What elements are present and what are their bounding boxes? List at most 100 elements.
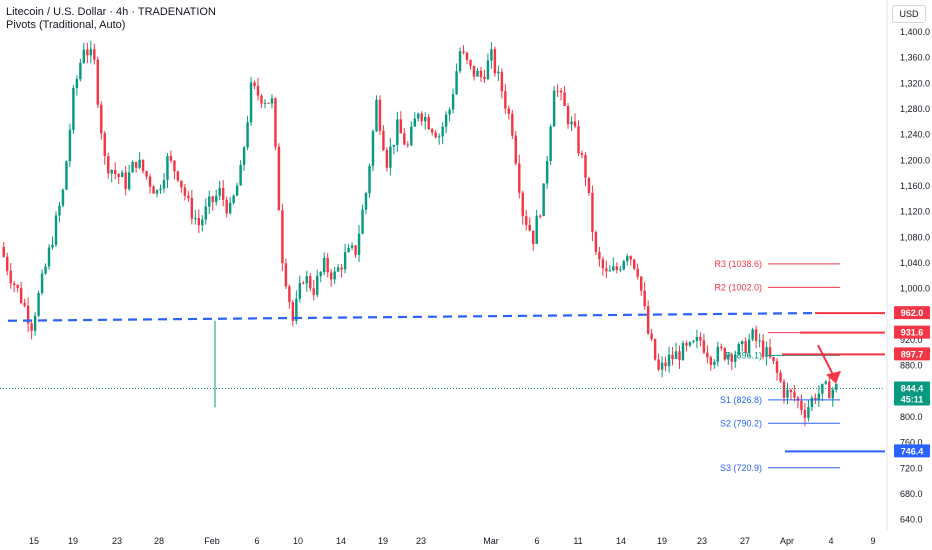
candle-body (162, 179, 166, 189)
y-tick-label: 1,360.0 (900, 53, 930, 63)
candle-body (441, 126, 444, 137)
candle-body (82, 49, 86, 63)
x-tick-label: 14 (336, 536, 346, 546)
candle-body (796, 397, 800, 401)
x-tick-label: 11 (573, 536, 582, 546)
candle-body (159, 188, 162, 191)
candle-body (322, 257, 326, 273)
indicator-legend[interactable]: Pivots (Traditional, Auto) (6, 19, 126, 31)
candle-body (113, 169, 117, 174)
candle-body (636, 268, 639, 277)
candle-body (462, 51, 465, 53)
candle-body (754, 329, 758, 341)
candle-body (302, 282, 305, 284)
candle-body (420, 113, 423, 122)
candle-body (667, 354, 671, 367)
candle-body (800, 400, 803, 411)
candle-body (720, 346, 723, 349)
candle-body (424, 116, 427, 122)
currency-selector[interactable]: USD (892, 5, 926, 23)
x-tick-label: 19 (68, 536, 78, 546)
x-tick-label: 4 (828, 536, 833, 546)
candle-body (594, 232, 598, 252)
candle-body (72, 87, 75, 130)
candle-body (758, 340, 761, 342)
x-tick-label: 10 (293, 536, 303, 546)
candle-body (235, 185, 239, 196)
candle-body (531, 230, 535, 244)
candle-body (54, 215, 58, 245)
candle-body (316, 275, 319, 295)
candle-body (197, 218, 201, 226)
candle-body (650, 333, 653, 340)
candle-body (183, 187, 187, 196)
candle-body (479, 70, 483, 77)
candle-body (190, 197, 194, 219)
candle-body (26, 305, 30, 324)
y-tick-label: 1,040.0 (900, 258, 930, 268)
candle-body (187, 195, 190, 198)
candle-body (768, 347, 772, 358)
candle-body (58, 205, 61, 216)
candle-body (702, 340, 706, 353)
candle-body (490, 49, 493, 61)
candle-body (68, 129, 72, 162)
price-tag-label: 962.0 (901, 308, 924, 318)
candle-body (291, 302, 295, 321)
candle-body (211, 196, 214, 203)
candle-body (695, 337, 699, 342)
candle-body (430, 129, 434, 133)
candle-body (455, 71, 458, 95)
candle-body (514, 135, 518, 164)
candle-body (93, 49, 96, 60)
candle-body (444, 114, 448, 127)
x-tick-label: 23 (697, 536, 707, 546)
candle-body (465, 52, 469, 60)
candle-body (807, 406, 810, 418)
candle-body (410, 126, 413, 146)
candle-body (619, 269, 622, 271)
candle-body (396, 119, 399, 145)
candle-body (399, 119, 403, 134)
candle-body (249, 82, 253, 123)
candle-body (37, 293, 40, 316)
price-tag-bg (894, 306, 930, 320)
candle-body (117, 173, 120, 177)
candle-body (538, 215, 542, 217)
candle-body (134, 161, 138, 168)
candle-body (403, 133, 406, 145)
candle-body (326, 257, 329, 273)
candle-body (646, 306, 650, 334)
candle-body (312, 288, 315, 295)
candle-body (699, 337, 702, 341)
candle-body (138, 159, 141, 168)
candle-body (406, 144, 410, 146)
candle-body (584, 155, 587, 178)
price-tag-countdown: 45:11 (901, 395, 924, 405)
candle-body (23, 303, 26, 306)
x-tick-label: 6 (534, 536, 539, 546)
y-tick-label: 1,080.0 (900, 232, 930, 242)
candle-body (30, 323, 33, 331)
y-tick-label: 680.0 (900, 489, 923, 499)
candle-body (6, 256, 9, 271)
price-tag: 844.445:11 (894, 381, 930, 406)
candle-body (615, 266, 619, 270)
y-tick-label: 800.0 (900, 412, 923, 422)
candle-body (448, 109, 451, 115)
candle-body (120, 172, 124, 177)
candle-body (86, 49, 89, 56)
candle-body (2, 246, 5, 257)
candle-body (232, 195, 235, 203)
y-tick-label: 1,240.0 (900, 130, 930, 140)
candle-body (427, 116, 430, 130)
y-tick-label: 920.0 (900, 335, 923, 345)
x-tick-label: 9 (870, 536, 875, 546)
x-tick-label: 6 (254, 536, 259, 546)
y-tick-label: 1,120.0 (900, 207, 930, 217)
candle-body (169, 156, 173, 161)
candle-body (556, 90, 559, 92)
candle-body (803, 410, 807, 418)
candle-body (476, 70, 479, 77)
